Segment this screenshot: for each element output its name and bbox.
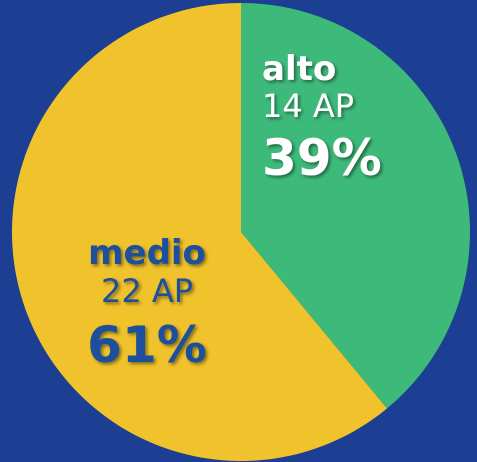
slice-value-label: 39% [262,129,382,187]
slice-value-label: 61% [87,316,207,374]
slice-sub-label: 14 AP [262,87,354,125]
slice-sub-label: 22 AP [101,272,193,310]
slice-label: alto [262,49,336,89]
pie-slice [241,3,470,409]
slice-label: medio [88,233,206,273]
pie-slice [11,3,387,461]
